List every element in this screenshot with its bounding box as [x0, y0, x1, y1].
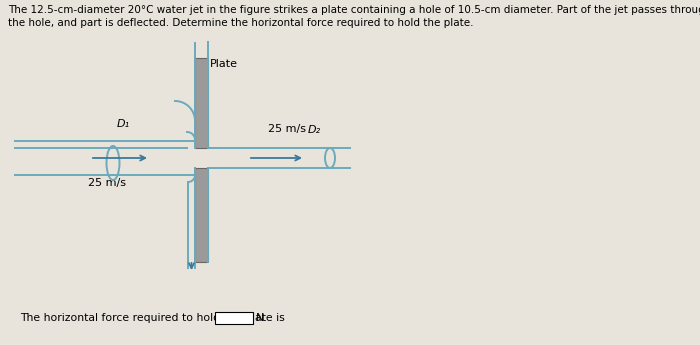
- Bar: [215, 312, 253, 324]
- Text: D₁: D₁: [117, 119, 130, 129]
- Text: The horizontal force required to hold the plate is: The horizontal force required to hold th…: [20, 313, 285, 323]
- Text: 25 m/s: 25 m/s: [268, 124, 306, 134]
- Text: N.: N.: [256, 313, 267, 323]
- Text: Plate: Plate: [210, 59, 238, 69]
- Text: D₂: D₂: [308, 125, 321, 135]
- Text: The 12.5-cm-diameter 20°C water jet in the figure strikes a plate containing a h: The 12.5-cm-diameter 20°C water jet in t…: [8, 5, 700, 28]
- Bar: [195, 58, 208, 148]
- Text: 25 m/s: 25 m/s: [88, 178, 126, 188]
- Bar: [195, 168, 208, 262]
